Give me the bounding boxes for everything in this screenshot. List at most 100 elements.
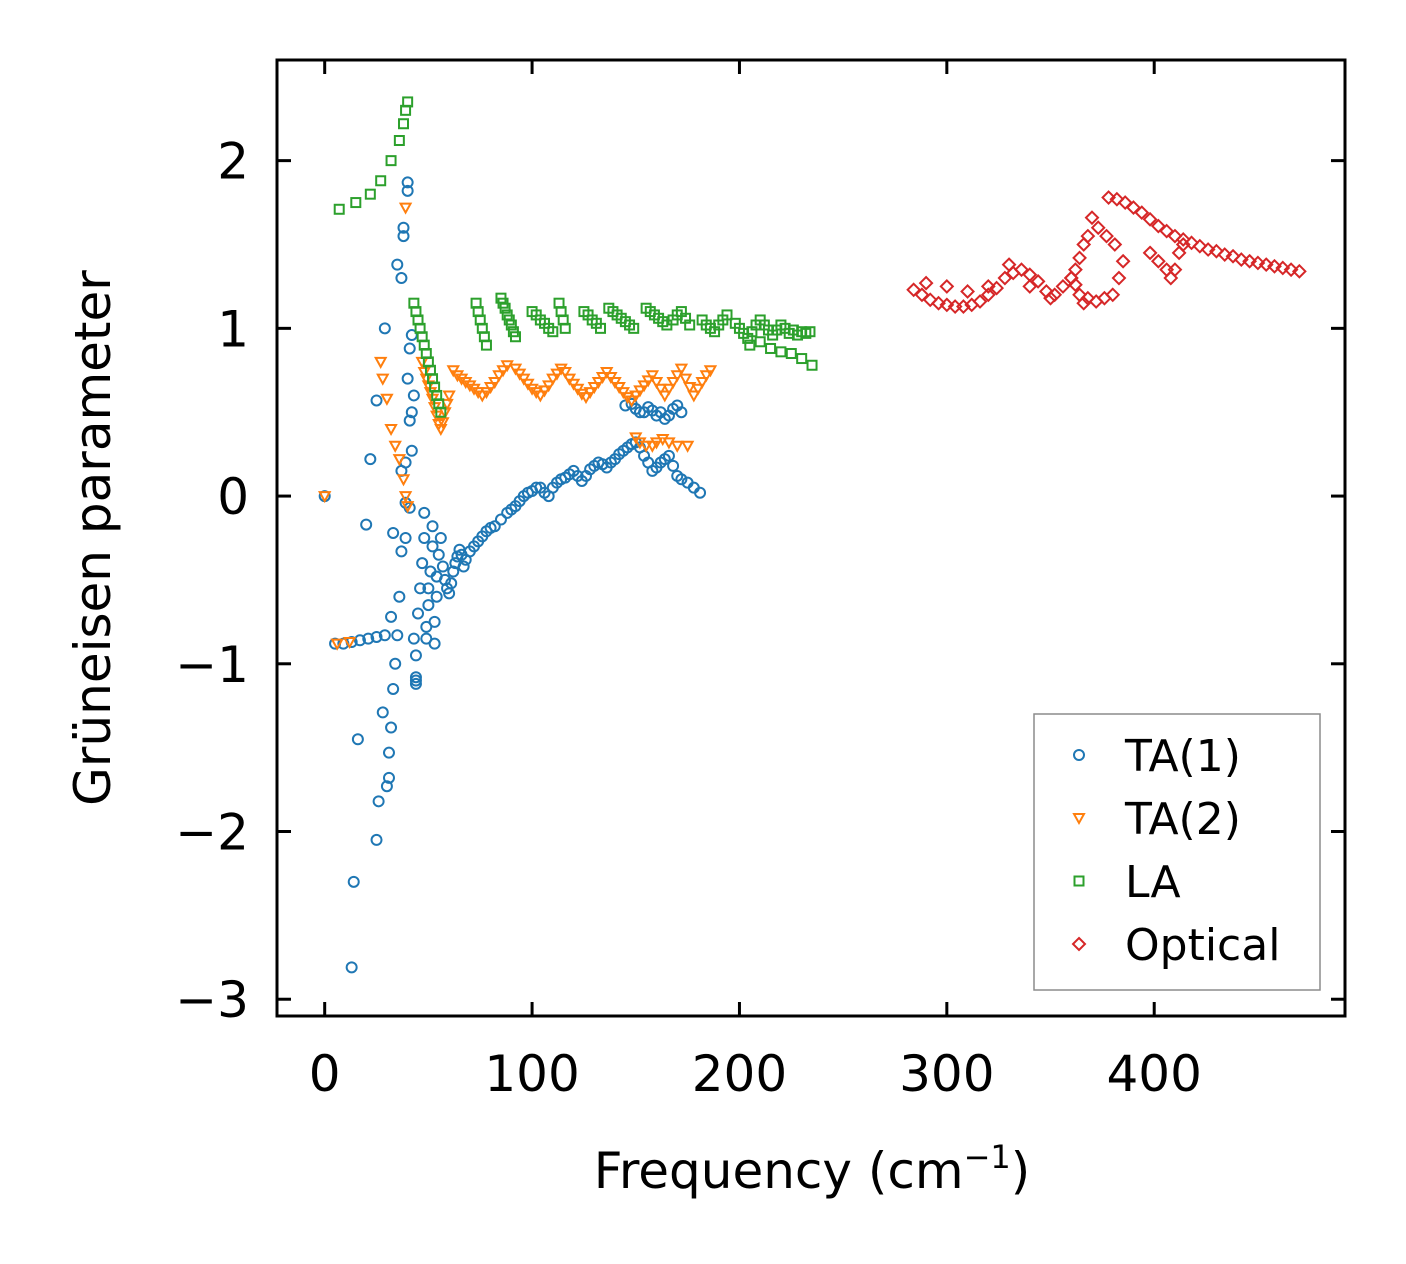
data-point [440,398,454,411]
data-point [678,373,693,386]
y-tick-label: −2 [175,804,249,862]
data-point [412,607,425,620]
data-point [939,297,955,313]
data-point [641,375,655,388]
data-point [392,454,407,467]
y-tick-label: −1 [175,636,249,694]
data-point [1283,262,1299,278]
data-point [426,540,439,553]
data-point [395,545,408,558]
data-point [409,671,422,684]
data-point [633,385,647,398]
data-point [914,287,930,303]
data-point [619,399,632,412]
data-point [629,390,643,403]
data-point [409,674,422,687]
data-point [418,506,431,519]
data-point [591,377,606,390]
data-point [529,387,543,400]
data-point [645,370,660,383]
data-point [370,630,383,643]
x-tick-label: 200 [692,1045,787,1103]
data-point [370,394,383,407]
data-point [1159,223,1175,239]
x-tick-label: 300 [899,1045,994,1103]
data-point [537,385,552,398]
data-point [378,322,391,335]
data-point [1225,248,1241,264]
data-point [409,677,422,690]
data-point [1072,250,1087,266]
data-point [414,582,427,595]
data-point [1080,290,1096,306]
data-point [378,629,391,642]
data-point [479,387,494,400]
plot-frame [275,58,1347,1018]
data-point [1101,190,1117,205]
data-point [426,520,439,533]
data-point [558,366,572,380]
data-point [579,392,593,405]
data-point [436,560,449,573]
data-point [376,706,389,719]
data-point [373,356,388,369]
data-point [695,377,709,390]
data-point [546,373,560,386]
data-point [1117,195,1133,210]
data-point [1150,218,1166,234]
data-point [1099,228,1114,244]
data-point [500,360,514,373]
data-point [333,203,345,215]
data-point [980,279,996,294]
data-point [533,390,548,403]
data-point [385,155,397,167]
data-point [375,175,387,187]
data-point [388,440,402,453]
data-point [649,437,664,450]
data-point [496,365,510,378]
legend-marker [1073,749,1085,761]
data-point [1233,252,1249,268]
data-point [342,636,357,650]
data-point [389,657,402,670]
data-point [1107,237,1123,252]
legend-marker [1072,813,1086,826]
data-point [1267,258,1282,274]
data-point [364,453,377,466]
data-point [353,634,366,647]
data-point [684,319,696,331]
data-point [595,371,610,385]
data-point [438,573,451,586]
data-point [403,342,416,355]
data-point [550,368,564,381]
data-point [1242,253,1258,269]
data-point [459,377,473,390]
data-point [1030,273,1046,289]
data-point [450,370,465,383]
data-point [398,491,413,504]
x-axis-title: Frequency (cm−1) [594,1138,1031,1200]
data-point [445,577,458,590]
data-point [391,629,404,642]
data-point [397,230,410,243]
data-point [575,388,589,401]
data-point [463,380,477,393]
data-point [372,795,385,808]
series-optical [906,190,1307,314]
data-point [488,520,501,533]
data-point [687,390,701,403]
data-point [1134,205,1150,221]
data-point [1115,253,1131,269]
data-point [395,272,408,285]
data-point [385,721,398,734]
data-point [806,359,818,371]
data-point [387,526,400,539]
data-point [402,96,414,108]
data-point [420,620,433,633]
y-tick-label: 1 [217,300,249,358]
data-point [559,322,571,334]
data-point [376,373,390,386]
data-point [1126,200,1141,216]
data-point [1142,245,1158,261]
